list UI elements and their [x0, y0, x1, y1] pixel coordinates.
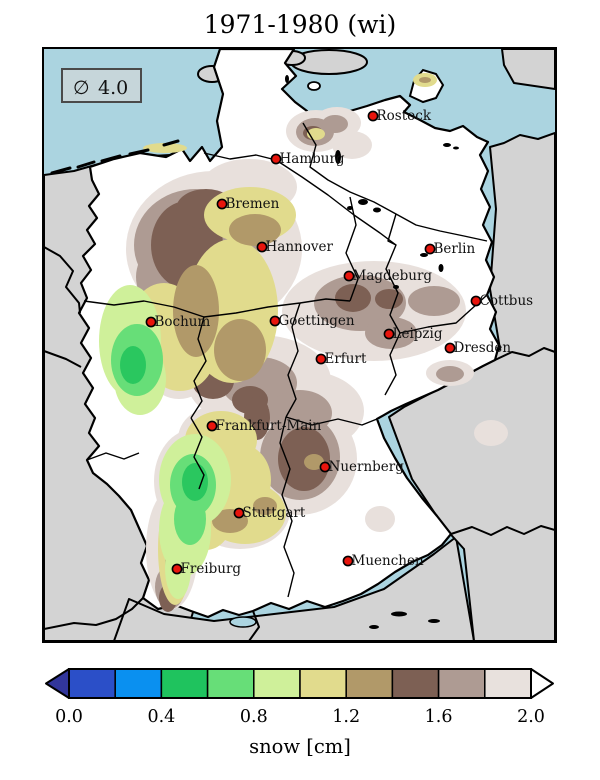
avg-badge: ∅ 4.0: [61, 68, 142, 103]
lake-constance: [229, 616, 257, 628]
city-label: Cottbus: [480, 293, 534, 309]
foreign-borders: [44, 246, 555, 641]
figure-title: 1971-1980 (wi): [203, 10, 397, 39]
city-marker-nuernberg: Nuernberg: [319, 459, 405, 475]
city-dot: [444, 342, 456, 354]
colorbar-tick-label: 1.2: [332, 707, 360, 727]
colorbar: 0.0 0.4 0.8 1.2 1.6 2.0 snow [cm]: [45, 668, 554, 758]
city-dot: [145, 316, 157, 328]
colorbar-segment: [206, 668, 255, 699]
city-label: Berlin: [434, 241, 476, 257]
city-marker-hamburg: Hamburg: [270, 151, 345, 167]
city-dot: [256, 241, 268, 253]
city-dot: [383, 328, 395, 340]
city-label: Leipzig: [393, 326, 443, 342]
city-marker-hannover: Hannover: [256, 239, 334, 255]
city-dot: [269, 315, 281, 327]
city-label: Rostock: [377, 108, 432, 124]
colorbar-segment: [437, 668, 486, 699]
city-dot: [424, 243, 436, 255]
colorbar-label: snow [cm]: [249, 735, 351, 758]
colorbar-over-arrow: [530, 668, 554, 699]
land-northeast: [501, 49, 555, 90]
colorbar-tick-label: 0.0: [55, 707, 83, 727]
city-label: Bochum: [155, 314, 211, 330]
city-dot: [342, 555, 354, 567]
colorbar-segment: [253, 668, 301, 699]
colorbar-segment: [345, 668, 394, 699]
city-label: Erfurt: [325, 351, 367, 367]
city-marker-stuttgart: Stuttgart: [233, 505, 306, 521]
city-layer: Rostock Hamburg Bremen Hannover BerlinMagdeb…: [145, 108, 534, 577]
avg-symbol: ∅: [73, 77, 90, 99]
wadden-islands: [50, 139, 180, 175]
city-dot: [171, 563, 183, 575]
city-label: Muenchen: [352, 553, 424, 569]
colorbar-segment: [299, 668, 347, 699]
city-dot: [270, 153, 282, 165]
city-label: Hannover: [266, 239, 334, 255]
colorbar-ticks: 0.0 0.4 0.8 1.2 1.6 2.0: [55, 707, 545, 727]
germany-map: Rostock Hamburg Bremen Hannover BerlinMagdeb…: [44, 49, 555, 641]
city-marker-magdeburg: Magdeburg: [343, 268, 433, 284]
city-marker-leipzig: Leipzig: [383, 326, 443, 342]
city-label: Freiburg: [181, 561, 242, 577]
city-label: Hamburg: [280, 151, 345, 167]
city-label: Magdeburg: [353, 268, 433, 284]
avg-badge-box: [61, 68, 142, 103]
city-marker-berlin: Berlin: [424, 241, 476, 257]
city-marker-erfurt: Erfurt: [315, 351, 367, 367]
contour-band-0.5: [120, 346, 208, 501]
city-marker-muenchen: Muenchen: [342, 553, 424, 569]
state-borders: [83, 122, 488, 598]
fehmarn-island: [307, 81, 321, 91]
colorbar-segment: [391, 668, 440, 699]
city-dot: [343, 270, 355, 282]
city-marker-bochum: Bochum: [145, 314, 211, 330]
city-marker-frankfurt-main: Frankfurt-Main: [206, 418, 322, 434]
colorbar-tick-label: 0.4: [147, 707, 175, 727]
city-label: Stuttgart: [243, 505, 306, 521]
colorbar-tick-label: 1.6: [425, 707, 453, 727]
colorbar-segment: [160, 668, 209, 699]
colorbar-segments: [68, 668, 532, 699]
city-label: Goettingen: [279, 313, 355, 329]
colorbar-segment: [484, 668, 532, 699]
city-label: Frankfurt-Main: [216, 418, 322, 434]
colorbar-segment: [68, 668, 116, 699]
map-frame: Rostock Hamburg Bremen Hannover Berlin Magdeb…: [42, 47, 557, 643]
city-marker-rostock: Rostock: [367, 108, 432, 124]
colorbar-tick-label: 0.8: [240, 707, 268, 727]
colorbar-outline: [68, 668, 532, 699]
city-marker-dresden: Dresden: [444, 340, 512, 356]
city-dot: [315, 353, 327, 365]
lakes-and-islets: [285, 75, 459, 629]
land-south: [113, 536, 475, 641]
city-dot: [233, 507, 245, 519]
city-dot: [367, 110, 379, 122]
city-marker-cottbus: Cottbus: [470, 293, 534, 309]
colorbar-segment: [114, 668, 163, 699]
city-dot: [206, 420, 218, 432]
city-marker-bremen: Bremen: [216, 196, 280, 212]
colorbar-tick-label: 2.0: [517, 707, 545, 727]
city-dot: [319, 461, 331, 473]
avg-value: 4.0: [98, 77, 128, 99]
city-label: Dresden: [454, 340, 512, 356]
colorbar-under-arrow: [45, 668, 70, 699]
city-marker-goettingen: Goettingen: [269, 313, 355, 329]
city-label: Bremen: [226, 196, 280, 212]
city-marker-freiburg: Freiburg: [171, 561, 242, 577]
city-dot: [216, 198, 228, 210]
city-dot: [470, 295, 482, 307]
city-label: Nuernberg: [329, 459, 405, 475]
